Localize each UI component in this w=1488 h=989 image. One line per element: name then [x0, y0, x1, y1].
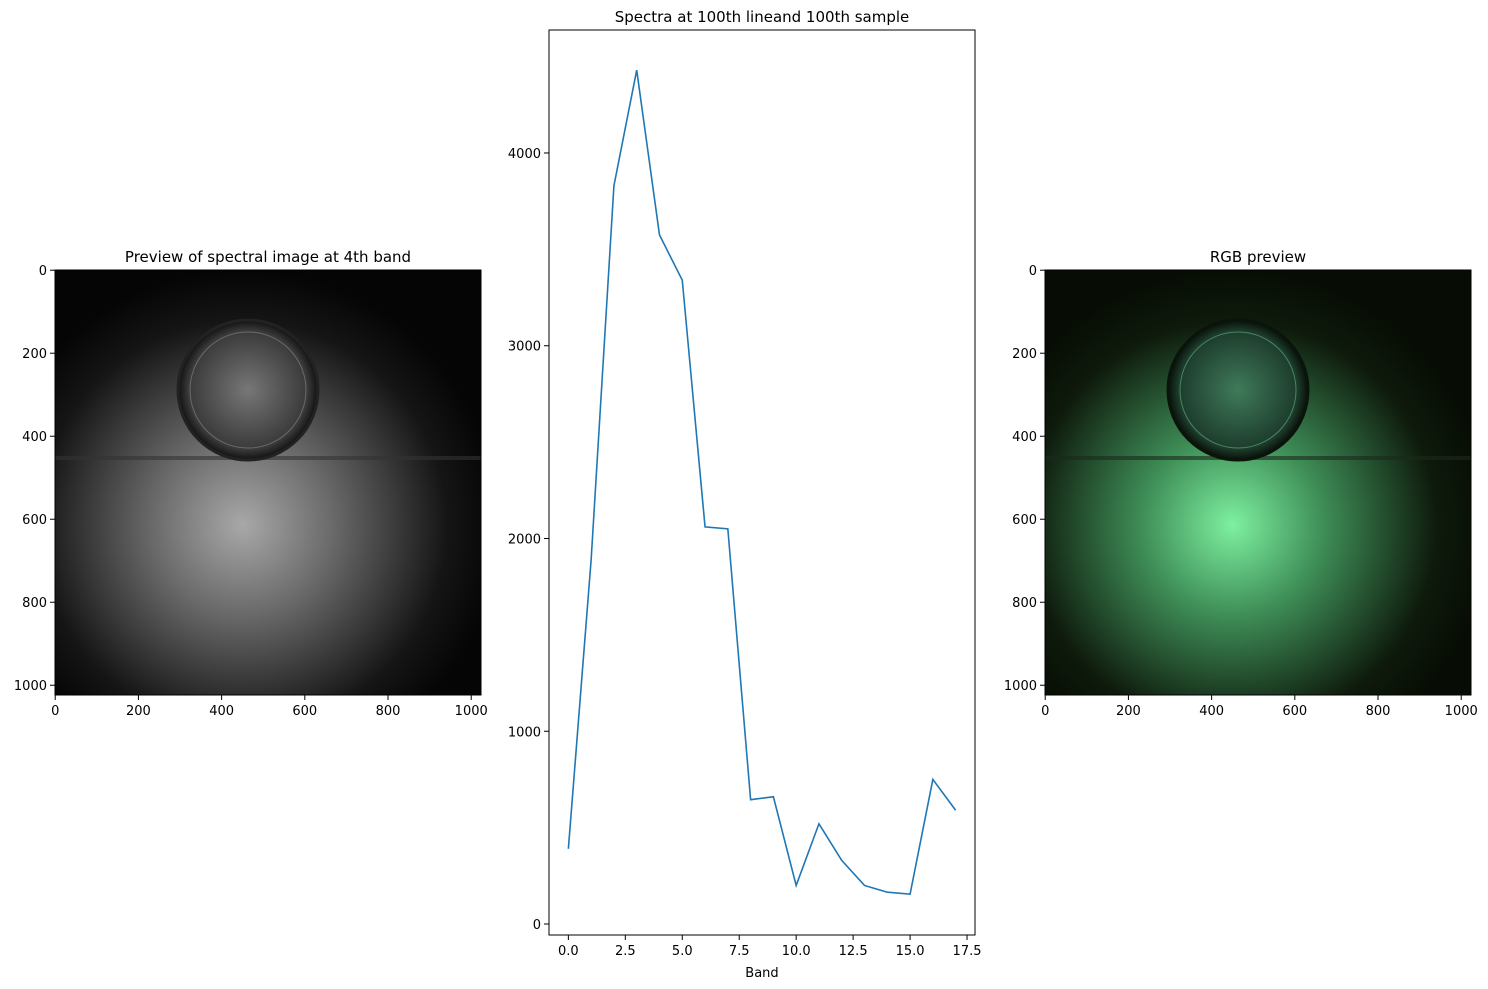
x-tick-label: 1000 [455, 704, 488, 719]
image-left [55, 270, 481, 695]
x-tick-label: 17.5 [953, 944, 982, 959]
axes-frame [548, 29, 976, 936]
x-tick-label: 800 [376, 704, 401, 719]
y-tick-label: 400 [22, 430, 47, 445]
x-tick-label: 1000 [1445, 704, 1478, 719]
x-tick-label: 0 [51, 704, 59, 719]
y-tick-label: 200 [1012, 347, 1037, 362]
y-tick-label: 1000 [1004, 679, 1037, 694]
chart-title: RGB preview [1210, 248, 1306, 266]
x-tick-label: 200 [126, 704, 151, 719]
y-tick-label: 1000 [14, 679, 47, 694]
y-tick-label: 800 [22, 596, 47, 611]
y-tick-label: 0 [1029, 264, 1037, 279]
y-tick-label: 400 [1012, 430, 1037, 445]
x-tick-label: 600 [1282, 704, 1307, 719]
x-tick-label: 7.5 [729, 944, 750, 959]
x-tick-label: 15.0 [896, 944, 925, 959]
x-tick-label: 600 [292, 704, 317, 719]
x-tick-label: 400 [1199, 704, 1224, 719]
x-tick-label: 10.0 [782, 944, 811, 959]
x-tick-label: 5.0 [672, 944, 693, 959]
x-tick-label: 0 [1041, 704, 1049, 719]
y-tick-label: 600 [22, 513, 47, 528]
x-tick-label: 2.5 [615, 944, 636, 959]
line [567, 69, 957, 895]
chart-title: Preview of spectral image at 4th band [125, 248, 411, 266]
axes-frame [54, 269, 482, 696]
y-tick-label: 0 [533, 918, 541, 933]
x-tick-label: 400 [209, 704, 234, 719]
x-axis-label: Band [745, 966, 778, 981]
y-tick-label: 800 [1012, 596, 1037, 611]
x-tick-label: 12.5 [839, 944, 868, 959]
image-right [1045, 270, 1471, 695]
y-tick-label: 2000 [508, 532, 541, 547]
y-tick-label: 3000 [508, 340, 541, 355]
x-tick-label: 800 [1366, 704, 1391, 719]
x-tick-label: 0.0 [558, 944, 579, 959]
x-tick-label: 200 [1116, 704, 1141, 719]
y-tick-label: 600 [1012, 513, 1037, 528]
y-tick-label: 1000 [508, 725, 541, 740]
y-tick-label: 4000 [508, 147, 541, 162]
axes-frame [1044, 269, 1472, 696]
chart-title: Spectra at 100th lineand 100th sample [615, 8, 910, 26]
y-tick-label: 200 [22, 347, 47, 362]
y-tick-label: 0 [39, 264, 47, 279]
